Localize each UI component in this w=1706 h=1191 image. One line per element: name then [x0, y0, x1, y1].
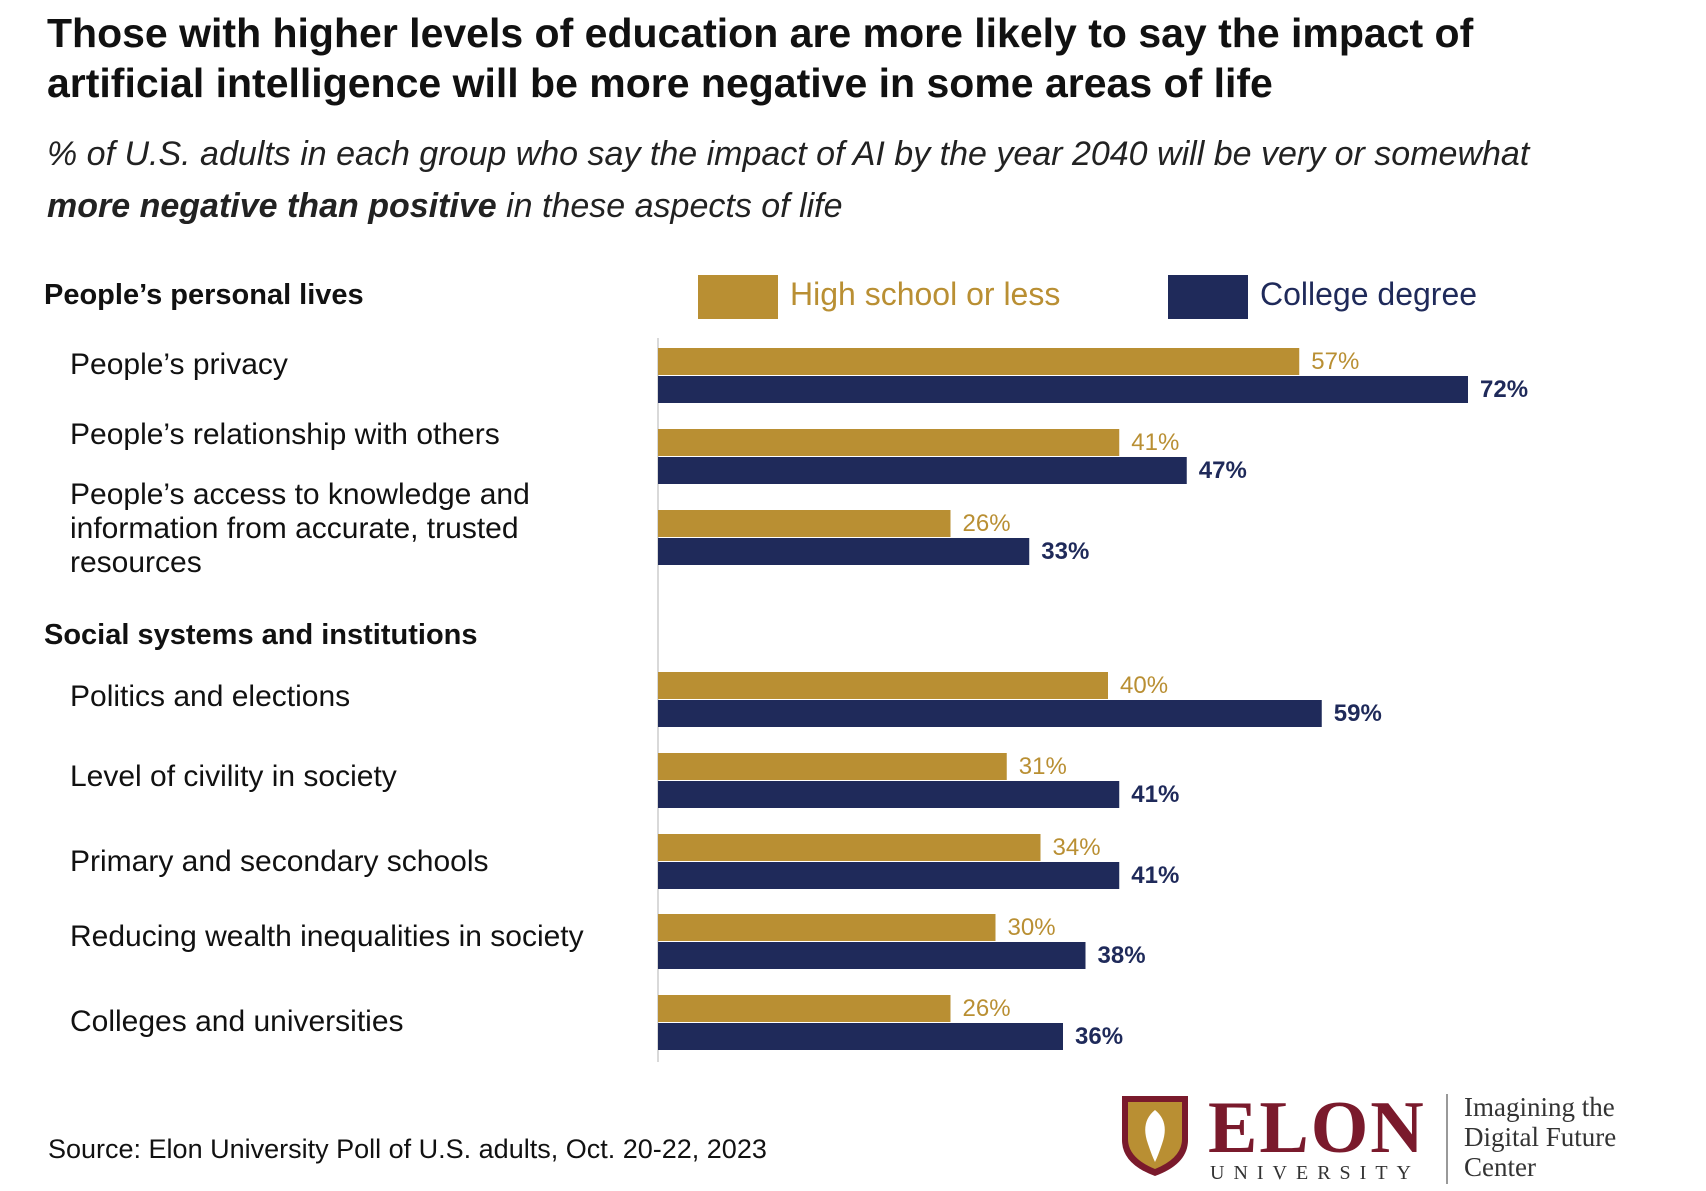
- chart-title: Those with higher levels of education ar…: [47, 8, 1687, 108]
- category-label-7: Reducing wealth inequalities in society: [70, 920, 584, 954]
- logo-center-line-2: Digital Future: [1464, 1122, 1617, 1152]
- label-college-7: 38%: [1098, 942, 1146, 969]
- category-label-1-line-1: People’s privacy: [70, 348, 288, 381]
- label-college-2: 47%: [1199, 457, 1247, 484]
- bar-high-school-5: [658, 753, 1007, 780]
- bar-high-school-1: [658, 348, 1300, 375]
- bar-high-school-4: [658, 672, 1108, 699]
- category-label-6-line-1: Primary and secondary schools: [70, 845, 489, 878]
- title-line-2: artificial intelligence will be more neg…: [47, 60, 1273, 106]
- category-label-3-line-1: People’s access to knowledge and: [70, 478, 530, 511]
- bar-college-7: [658, 942, 1086, 969]
- bar-college-1: [658, 376, 1468, 403]
- label-high-school-4: 40%: [1120, 672, 1168, 699]
- label-high-school-5: 31%: [1019, 753, 1067, 780]
- category-label-5: Level of civility in society: [70, 760, 397, 794]
- logo-center-line-3: Center: [1464, 1152, 1536, 1182]
- category-label-2-line-1: People’s relationship with others: [70, 418, 500, 451]
- category-label-4: Politics and elections: [70, 680, 350, 714]
- category-label-7-line-1: Reducing wealth inequalities in society: [70, 920, 584, 953]
- logo-divider: [1446, 1094, 1448, 1184]
- category-label-1: People’s privacy: [70, 348, 288, 382]
- label-high-school-2: 41%: [1131, 429, 1179, 456]
- legend-swatch-college: [1168, 275, 1248, 319]
- label-high-school-1: 57%: [1311, 348, 1359, 375]
- bar-college-2: [658, 457, 1187, 484]
- section-personal-lives: People’s personal lives: [44, 279, 364, 311]
- bar-college-3: [658, 538, 1030, 565]
- title-line-1: Those with higher levels of education ar…: [47, 10, 1474, 56]
- legend-swatch-high-school: [698, 275, 778, 319]
- label-high-school-8: 26%: [963, 995, 1011, 1022]
- bar-high-school-3: [658, 510, 951, 537]
- logo-center-text: Imagining the Digital Future Center: [1464, 1092, 1616, 1182]
- subtitle-part-2: in these aspects of life: [496, 187, 843, 225]
- category-label-3: People’s access to knowledge and informat…: [70, 478, 530, 580]
- category-label-5-line-1: Level of civility in society: [70, 760, 397, 793]
- label-college-6: 41%: [1131, 862, 1179, 889]
- subtitle-part-1: % of U.S. adults in each group who say t…: [47, 135, 1530, 173]
- section-social-systems: Social systems and institutions: [44, 619, 478, 651]
- university-shield-icon: [1122, 1096, 1188, 1176]
- subtitle-bold: more negative than positive: [47, 187, 497, 225]
- chart-subtitle: % of U.S. adults in each group who say t…: [47, 128, 1687, 232]
- elon-logo: ELON UNIVERSITY Imagining the Digital Fu…: [1118, 1088, 1698, 1188]
- logo-sub: UNIVERSITY: [1210, 1162, 1420, 1184]
- label-college-5: 41%: [1131, 781, 1179, 808]
- category-label-8: Colleges and universities: [70, 1005, 404, 1039]
- legend-label-high-school: High school or less: [790, 276, 1061, 312]
- bar-high-school-2: [658, 429, 1120, 456]
- label-high-school-3: 26%: [963, 510, 1011, 537]
- bar-college-6: [658, 862, 1120, 889]
- label-high-school-6: 34%: [1053, 834, 1101, 861]
- bar-college-8: [658, 1023, 1063, 1050]
- category-label-8-line-1: Colleges and universities: [70, 1005, 404, 1038]
- label-college-8: 36%: [1075, 1023, 1123, 1050]
- category-label-4-line-1: Politics and elections: [70, 680, 351, 713]
- bar-high-school-7: [658, 914, 996, 941]
- label-college-1: 72%: [1480, 376, 1528, 403]
- source-note: Source: Elon University Poll of U.S. adu…: [48, 1134, 767, 1164]
- category-label-3-line-3: resources: [70, 546, 202, 579]
- label-college-4: 59%: [1334, 700, 1382, 727]
- category-label-6: Primary and secondary schools: [70, 845, 489, 879]
- bar-high-school-8: [658, 995, 951, 1022]
- bar-college-5: [658, 781, 1120, 808]
- logo-center-line-1: Imagining the: [1464, 1092, 1615, 1122]
- label-high-school-7: 30%: [1008, 914, 1056, 941]
- bar-college-4: [658, 700, 1322, 727]
- bar-high-school-6: [658, 834, 1041, 861]
- legend-label-college: College degree: [1260, 276, 1478, 312]
- category-label-2: People’s relationship with others: [70, 418, 500, 452]
- category-label-3-line-2: information from accurate, trusted: [70, 512, 519, 545]
- logo-name: ELON: [1208, 1087, 1426, 1169]
- label-college-3: 33%: [1041, 538, 1089, 565]
